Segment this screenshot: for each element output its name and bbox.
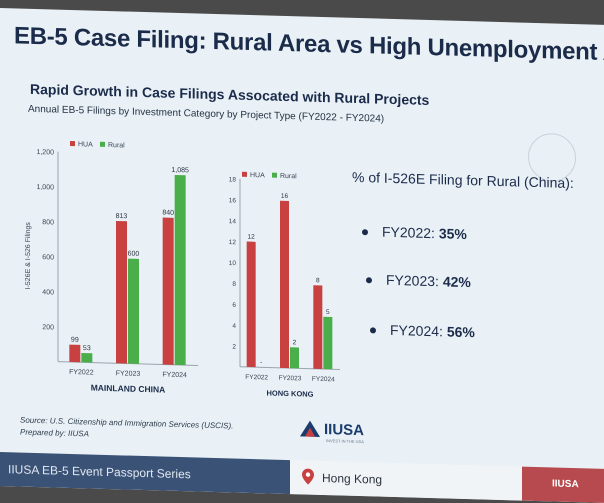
legend-swatch-rural [272, 173, 277, 178]
footer-location: Hong Kong [322, 471, 382, 487]
mainland-china-chart: 200 400 600 800 1,000 1,200 I-526E & I-526 Fil… [18, 117, 218, 423]
x-tick-label: FY2022 [69, 369, 94, 377]
y-tick-label: 8 [232, 281, 236, 288]
bullet-value: 35% [439, 225, 467, 242]
footer-bar: IIUSA EB-5 Event Passport Series Hong Ko… [0, 452, 604, 503]
data-label: 2 [293, 339, 297, 346]
y-tick-label: 2 [232, 344, 236, 351]
data-label: 53 [83, 345, 91, 352]
data-label: 5 [326, 309, 330, 316]
bar-rural-fy2024 [323, 317, 332, 369]
bar-rural-fy2022 [81, 353, 92, 363]
bar-rural-fy2023 [128, 259, 139, 364]
legend-label-rural: Rural [108, 142, 125, 149]
legend-swatch-rural [100, 142, 105, 147]
location-pin-icon [302, 468, 314, 484]
bar-hua-fy2022 [69, 345, 80, 363]
y-tick-label: 6 [232, 302, 236, 309]
legend-label-hua: HUA [250, 172, 265, 179]
slide: EB-5 Case Filing: Rural Area vs High Une… [0, 8, 604, 503]
iiusa-mark-icon [298, 416, 322, 441]
bullet-dot-icon [362, 229, 368, 235]
bullet-year: FY2024: [390, 322, 443, 339]
data-label: 1,085 [171, 167, 189, 174]
data-label: 16 [281, 193, 289, 200]
y-tick-label: 1,000 [36, 184, 54, 191]
data-label: 12 [248, 234, 256, 241]
x-tick-label: FY2022 [245, 374, 268, 382]
y-tick-label: 600 [42, 254, 54, 261]
legend-swatch-hua [70, 141, 75, 146]
bullet-fy2022: FY2022: 35% [362, 223, 467, 242]
bullet-year: FY2022: [382, 224, 435, 241]
bullet-year: FY2023: [386, 272, 439, 289]
x-tick-label: FY2023 [116, 370, 141, 378]
y-tick-label: 18 [229, 176, 237, 183]
logo-tagline: INVEST IN THE USA [326, 438, 364, 444]
data-label: 840 [162, 210, 174, 217]
data-label: - [260, 359, 262, 366]
bullet-fy2024: FY2024: 56% [370, 321, 475, 340]
bar-hua-fy2023 [280, 201, 289, 368]
bar-hua-fy2022 [247, 242, 256, 368]
bar-rural-fy2023 [290, 347, 299, 368]
y-tick-label: 14 [229, 218, 237, 225]
chart-title: MAINLAND CHINA [91, 383, 166, 395]
hong-kong-chart: 2 4 6 8 10 12 14 16 18 HUA Rural 12 - FY2022 16 2 FY2023… [220, 142, 340, 435]
legend-swatch-hua [242, 172, 247, 177]
data-label: 99 [71, 337, 79, 344]
y-axis-label: I-526E & I-526 Filings [25, 222, 32, 290]
bullet-dot-icon [370, 328, 376, 334]
logo-text: IIUSA [324, 421, 364, 439]
y-tick-label: 16 [229, 197, 237, 204]
source-note: Source: U.S. Citizenship and Immigration… [20, 415, 233, 445]
y-tick-label: 400 [42, 289, 54, 296]
chart-title: HONG KONG [266, 388, 313, 398]
slide-title: EB-5 Case Filing: Rural Area vs High Une… [14, 22, 604, 70]
bullet-value: 42% [443, 273, 471, 290]
bar-hua-fy2024 [313, 285, 322, 369]
data-label: 600 [128, 251, 140, 258]
x-tick-label: FY2024 [162, 372, 187, 380]
legend-label-hua: HUA [78, 141, 93, 148]
y-tick-label: 800 [42, 219, 54, 226]
y-tick-label: 200 [42, 324, 54, 331]
bullet-value: 56% [447, 323, 475, 340]
y-tick-label: 1,200 [36, 149, 54, 156]
footer-logo: IIUSA [552, 478, 579, 490]
iiusa-logo: IIUSA INVEST IN THE USA [298, 412, 398, 449]
bar-hua-fy2023 [116, 221, 127, 364]
y-tick-label: 12 [229, 239, 237, 246]
y-tick-label: 4 [232, 323, 236, 330]
x-tick-label: FY2023 [279, 375, 302, 383]
slide-subtitle: Rapid Growth in Case Filings Assocated w… [30, 81, 429, 108]
bar-rural-fy2024 [175, 175, 186, 365]
data-label: 813 [116, 213, 128, 220]
x-tick-label: FY2024 [312, 376, 335, 384]
data-label: 8 [316, 277, 320, 284]
bar-hua-fy2024 [163, 218, 174, 365]
bullet-fy2023: FY2023: 42% [366, 271, 471, 290]
legend-label-rural: Rural [280, 173, 297, 180]
y-tick-label: 10 [229, 260, 237, 267]
bullet-dot-icon [366, 278, 372, 284]
